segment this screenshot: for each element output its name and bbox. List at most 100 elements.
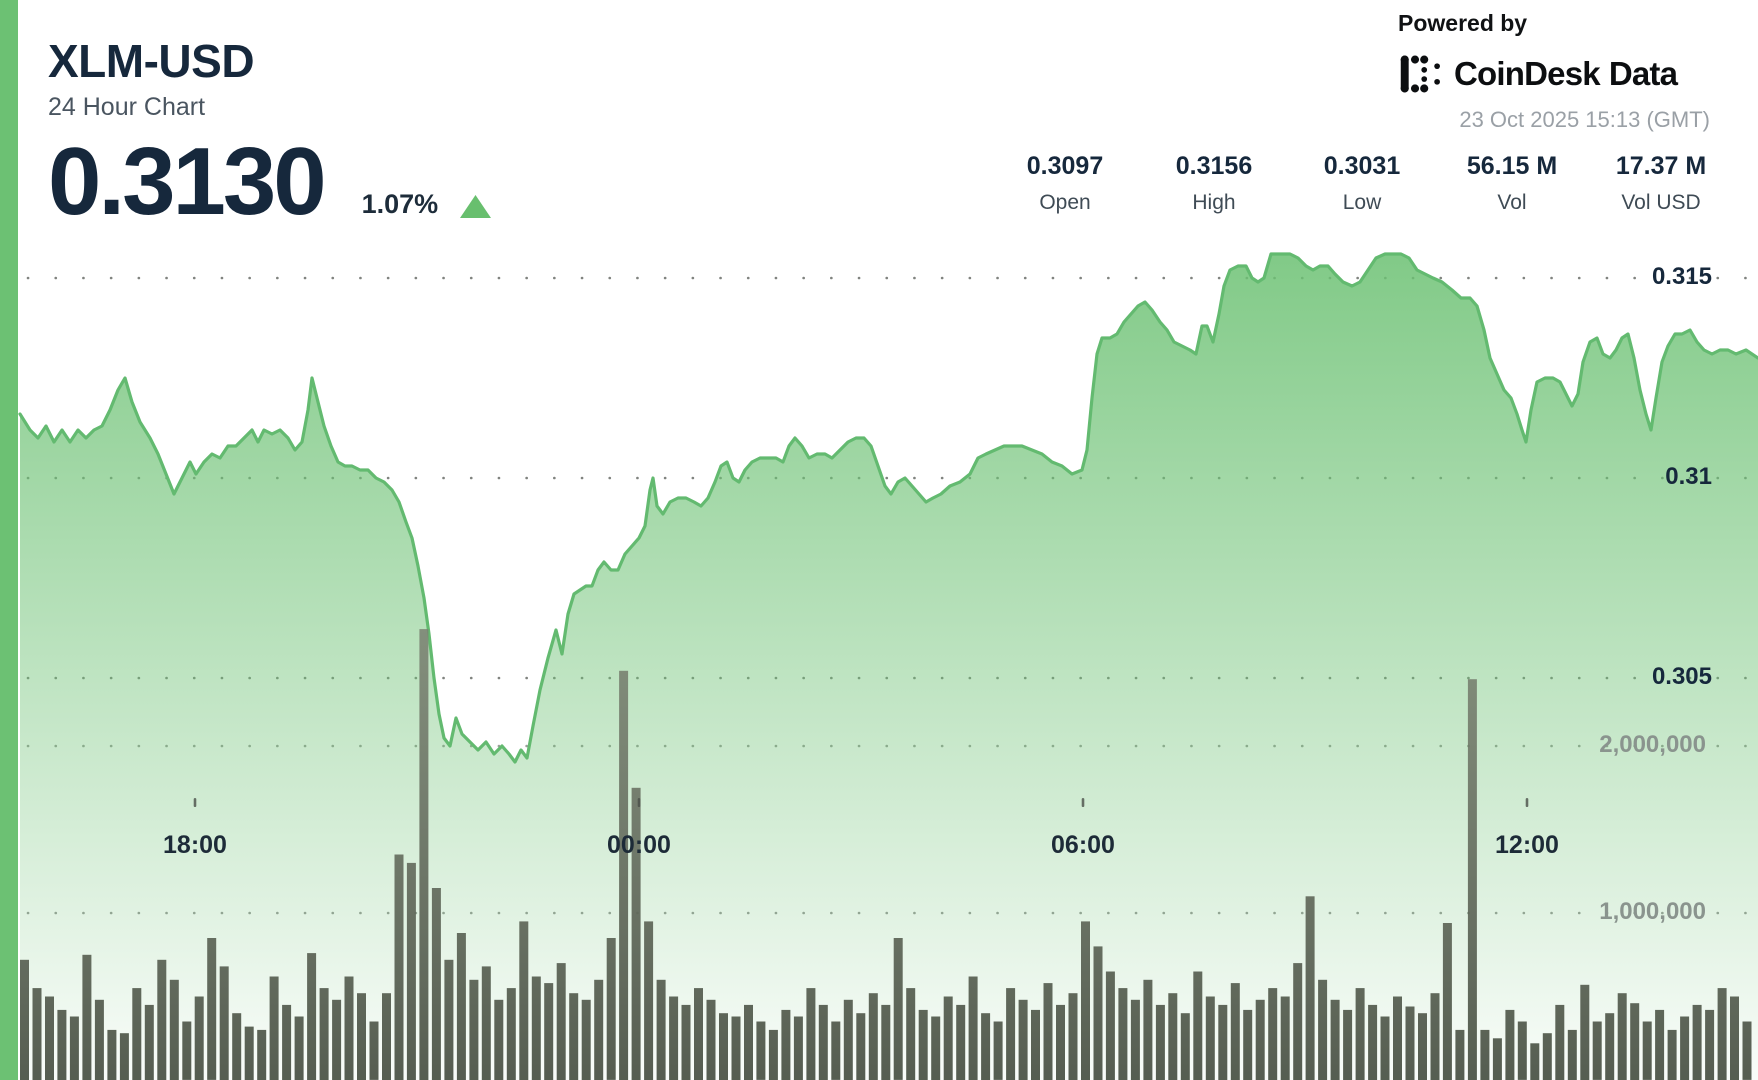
volume-bar	[1205, 996, 1215, 1080]
time-axis-label: 00:00	[607, 831, 671, 859]
volume-bar	[1580, 984, 1590, 1080]
volume-bar	[244, 1026, 254, 1080]
volume-bar	[918, 1009, 928, 1080]
last-price: 0.3130	[48, 128, 327, 235]
change-percent: 1.07%	[361, 189, 439, 219]
volume-bar	[1380, 1016, 1390, 1080]
price-axis-label: 0.315	[1651, 263, 1712, 290]
volume-bar	[681, 1004, 691, 1080]
volume-bar	[556, 963, 566, 1080]
volume-bar	[1492, 1038, 1502, 1080]
volume-bar	[569, 993, 579, 1080]
stat-open-label: Open	[1039, 191, 1091, 214]
volume-bar	[369, 1021, 379, 1080]
volume-bar	[1193, 971, 1203, 1080]
volume-bar	[1717, 988, 1727, 1080]
volume-bar	[232, 1013, 242, 1080]
volume-bar	[357, 993, 366, 1080]
volume-bar	[506, 988, 516, 1080]
volume-bar	[1480, 1029, 1490, 1080]
volume-bar	[182, 1021, 192, 1080]
branding-block: Powered by CoinDesk Data 23 Oct 2025 15:1…	[1398, 10, 1710, 133]
volume-bar	[606, 938, 616, 1080]
volume-bar	[1280, 996, 1290, 1080]
time-axis-label: 06:00	[1051, 831, 1115, 859]
volume-bar	[818, 1004, 828, 1080]
brand-wordmark: CoinDesk Data	[1454, 55, 1678, 92]
volume-bar	[132, 988, 142, 1080]
volume-bar	[1305, 896, 1315, 1080]
volume-bar	[481, 966, 491, 1080]
volume-bar	[1442, 923, 1452, 1080]
volume-bar	[1617, 993, 1627, 1080]
up-triangle-icon	[460, 195, 492, 218]
volume-bar	[1105, 971, 1115, 1080]
volume-bar	[1293, 963, 1303, 1080]
volume-bar	[756, 1021, 766, 1080]
volume-bar	[669, 996, 679, 1080]
volume-bar	[1330, 999, 1340, 1080]
volume-bar	[1393, 996, 1402, 1080]
time-axis-label: 18:00	[163, 831, 227, 859]
volume-bar	[119, 1033, 129, 1080]
volume-bar	[307, 953, 317, 1080]
volume-bar	[219, 966, 229, 1080]
volume-bar	[1605, 1013, 1615, 1080]
stat-vol-usd-label: Vol USD	[1621, 191, 1701, 214]
volume-bar	[1056, 1004, 1065, 1080]
volume-bar	[494, 999, 504, 1080]
stat-high-value: 0.3156	[1175, 152, 1253, 180]
volume-bar	[1705, 1009, 1715, 1080]
volume-bar	[781, 1009, 791, 1080]
volume-bar	[269, 976, 279, 1080]
volume-bar	[1318, 979, 1328, 1080]
volume-bar	[1068, 993, 1078, 1080]
volume-bar	[594, 979, 604, 1080]
volume-bar	[157, 959, 167, 1080]
price-line	[18, 252, 1758, 764]
volume-bar	[519, 921, 529, 1080]
stat-low-label: Low	[1342, 191, 1382, 214]
volume-bar	[1630, 1003, 1640, 1080]
volume-bar	[1642, 1021, 1652, 1080]
volume-bar	[169, 979, 179, 1080]
volume-bar	[856, 1013, 866, 1080]
volume-bar	[1043, 983, 1053, 1080]
chart-header: XLM-USD 24 Hour Chart	[48, 36, 255, 122]
volume-bar	[1218, 1004, 1228, 1080]
stat-vol: 56.15 M Vol	[1432, 152, 1592, 215]
volume-axis-label: 1,000,000	[1599, 898, 1706, 925]
volume-bar	[1530, 1043, 1540, 1080]
volume-bar	[1467, 679, 1477, 1080]
stat-vol-label: Vol	[1497, 191, 1527, 214]
volume-bar	[1555, 1004, 1565, 1080]
volume-bar	[207, 938, 217, 1080]
volume-bar	[32, 988, 42, 1080]
stat-low-value: 0.3031	[1323, 152, 1401, 180]
volume-bar	[282, 1004, 292, 1080]
volume-bar	[968, 976, 978, 1080]
volume-bar	[1592, 1021, 1602, 1080]
volume-bar	[444, 959, 454, 1080]
volume-bar	[719, 1013, 728, 1080]
volume-bar	[144, 1004, 154, 1080]
volume-bar	[1680, 1016, 1690, 1080]
volume-bar	[843, 999, 853, 1080]
stat-vol-usd: 17.37 M Vol USD	[1581, 152, 1741, 215]
x-tick-mark	[1525, 798, 1529, 807]
volume-bar	[744, 1004, 753, 1080]
left-accent-bar	[0, 0, 18, 1080]
volume-bar	[644, 921, 654, 1080]
volume-bar	[831, 1021, 841, 1080]
volume-bar	[1405, 1006, 1415, 1080]
volume-bar	[993, 1021, 1003, 1080]
time-axis-label: 12:00	[1495, 831, 1559, 859]
x-tick-mark	[1081, 798, 1085, 807]
volume-bar	[1430, 993, 1440, 1080]
volume-bar	[1455, 1029, 1465, 1080]
coindesk-data-link[interactable]: CoinDesk Data	[1398, 51, 1710, 97]
volume-bar	[1355, 988, 1365, 1080]
volume-bar	[656, 979, 666, 1080]
